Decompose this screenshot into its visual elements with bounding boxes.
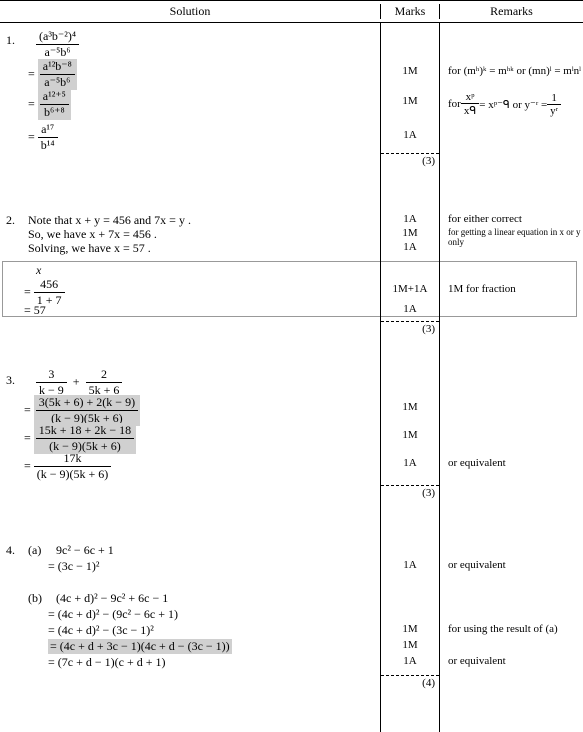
q4-a2: = (3c − 1)² — [48, 559, 99, 574]
header-row: Solution Marks Remarks — [0, 1, 583, 23]
q3-expr1: 3k − 9 + 25k + 6 — [36, 367, 122, 398]
q3-e1b-num: 2 — [86, 367, 123, 383]
q2-m4: 1M+1A — [381, 283, 439, 295]
header-remarks: Remarks — [440, 4, 583, 19]
q4-b4-txt: = (4c + d + 3c − 1)(4c + d − (3c − 1)) — [48, 639, 232, 654]
q3-e2-num: 3(5k + 6) + 2(k − 9) — [36, 395, 138, 411]
q1-e2-den: a⁻⁵b⁶ — [40, 75, 75, 90]
q3-m3: 1A — [381, 457, 439, 469]
q3-e4-den: (k − 9)(5k + 6) — [34, 467, 112, 482]
q3-number: 3. — [6, 373, 15, 388]
q2-b2-num: 456 — [34, 277, 65, 293]
q1-e2-num: a¹²b⁻⁸ — [40, 59, 75, 75]
page: Solution Marks Remarks 1. (a³b⁻²)⁴a⁻⁵b⁶ … — [0, 0, 583, 732]
q1-r2-fn: xᵖ — [461, 91, 479, 104]
q2-number: 2. — [6, 213, 15, 228]
q4-mb1: 1M — [381, 623, 439, 635]
q1-sep — [381, 153, 439, 154]
q3-m1: 1M — [381, 401, 439, 413]
q2-box-x: x — [36, 263, 41, 278]
q2-r1: for either correct — [448, 213, 522, 225]
q4-a1: 9c² − 6c + 1 — [56, 543, 114, 558]
q3-total: (3) — [381, 487, 439, 499]
q3-e1a-num: 3 — [36, 367, 67, 383]
q3-e4-num: 17k — [34, 451, 112, 467]
q2-l2: So, we have x + 7x = 456 . — [28, 227, 157, 242]
q4-b2: = (4c + d)² − (9c² − 6c + 1) — [48, 607, 178, 622]
q3-expr2: = 3(5k + 6) + 2(k − 9)(k − 9)(5k + 6) — [24, 395, 140, 426]
q4-mb2: 1M — [381, 639, 439, 651]
q2-m1: 1A — [381, 213, 439, 225]
marks-column: 1M 1M 1A (3) 1A 1M 1A 1M+1A 1A (3) 1M 1M… — [380, 23, 440, 732]
q2-box-r: = 57 — [24, 303, 46, 318]
q4-b1: (4c + d)² − 9c² + 6c − 1 — [56, 591, 168, 606]
q1-r2-mid: = xᵖ⁻ᑫ or y⁻ʳ = — [479, 98, 547, 111]
q1-total: (3) — [381, 155, 439, 167]
q1-number: 1. — [6, 33, 15, 48]
q4-ma: 1A — [381, 559, 439, 571]
q4-mb3: 1A — [381, 655, 439, 667]
remarks-column: for (mʰ)ᵏ = mʰᵏ or (mn)ˡ = mˡnˡ for xᵖxᑫ… — [440, 23, 583, 732]
q4-b3: = (4c + d)² − (3c − 1)² — [48, 623, 154, 638]
q1-expr4: = a¹⁷b¹⁴ — [28, 122, 58, 153]
q4-rb3: or equivalent — [448, 655, 506, 667]
q1-e4-den: b¹⁴ — [38, 138, 58, 153]
q1-expr2: = a¹²b⁻⁸a⁻⁵b⁶ — [28, 59, 77, 90]
q1-r1: for (mʰ)ᵏ = mʰᵏ or (mn)ˡ = mˡnˡ — [448, 65, 581, 77]
q4-b5: = (7c + d − 1)(c + d + 1) — [48, 655, 165, 670]
q1-m1: 1M — [381, 65, 439, 77]
q1-r2-fd: xᑫ — [461, 104, 479, 117]
q2-m3: 1A — [381, 241, 439, 253]
q4-number: 4. — [6, 543, 15, 558]
q2-total: (3) — [381, 323, 439, 335]
q1-r2: for xᵖxᑫ = xᵖ⁻ᑫ or y⁻ʳ = 1yʳ — [448, 91, 561, 117]
q4-pb: (b) — [28, 591, 42, 606]
q1-e1-num: (a³b⁻²)⁴ — [36, 29, 79, 45]
q4-rb1: for using the result of (a) — [448, 623, 558, 635]
q2-m5: 1A — [381, 303, 439, 315]
q3-expr4: = 17k(k − 9)(5k + 6) — [24, 451, 111, 482]
q3-expr3: = 15k + 18 + 2k − 18(k − 9)(5k + 6) — [24, 423, 136, 454]
q1-m2: 1M — [381, 95, 439, 107]
q1-e4-num: a¹⁷ — [38, 122, 58, 138]
body-grid: 1. (a³b⁻²)⁴a⁻⁵b⁶ = a¹²b⁻⁸a⁻⁵b⁶ = a¹²⁺⁵b⁶… — [0, 23, 583, 732]
header-solution: Solution — [0, 4, 380, 19]
q2-l3: Solving, we have x = 57 . — [28, 241, 151, 256]
q3-m2: 1M — [381, 429, 439, 441]
q1-e1-den: a⁻⁵b⁶ — [36, 45, 79, 60]
q1-r2-gn: 1 — [547, 92, 561, 105]
q3-e3-num: 15k + 18 + 2k − 18 — [36, 423, 134, 439]
q2-l1: Note that x + y = 456 and 7x = y . — [28, 213, 191, 228]
q4-total: (4) — [381, 677, 439, 689]
q2-r4: 1M for fraction — [448, 283, 516, 295]
q1-expr1: (a³b⁻²)⁴a⁻⁵b⁶ — [36, 29, 79, 60]
q3-sep — [381, 485, 439, 486]
solution-column: 1. (a³b⁻²)⁴a⁻⁵b⁶ = a¹²b⁻⁸a⁻⁵b⁶ = a¹²⁺⁵b⁶… — [0, 23, 380, 732]
q1-expr3: = a¹²⁺⁵b⁶⁺⁸ — [28, 89, 71, 120]
q4-ra: or equivalent — [448, 559, 506, 571]
q3-r3: or equivalent — [448, 457, 506, 469]
q1-r2-pre: for — [448, 98, 461, 110]
header-marks: Marks — [380, 4, 440, 19]
q4-sep — [381, 675, 439, 676]
q1-e3-num: a¹²⁺⁵ — [40, 89, 69, 105]
q4-pa: (a) — [28, 543, 41, 558]
q2-r2: for getting a linear equation in x or y … — [448, 227, 583, 247]
q4-b4: = (4c + d + 3c − 1)(4c + d − (3c − 1)) — [48, 639, 232, 654]
q2-m2: 1M — [381, 227, 439, 239]
q2-sep — [381, 321, 439, 322]
q1-m3: 1A — [381, 129, 439, 141]
q1-e3-den: b⁶⁺⁸ — [40, 105, 69, 120]
q1-r2-gd: yʳ — [547, 105, 561, 117]
